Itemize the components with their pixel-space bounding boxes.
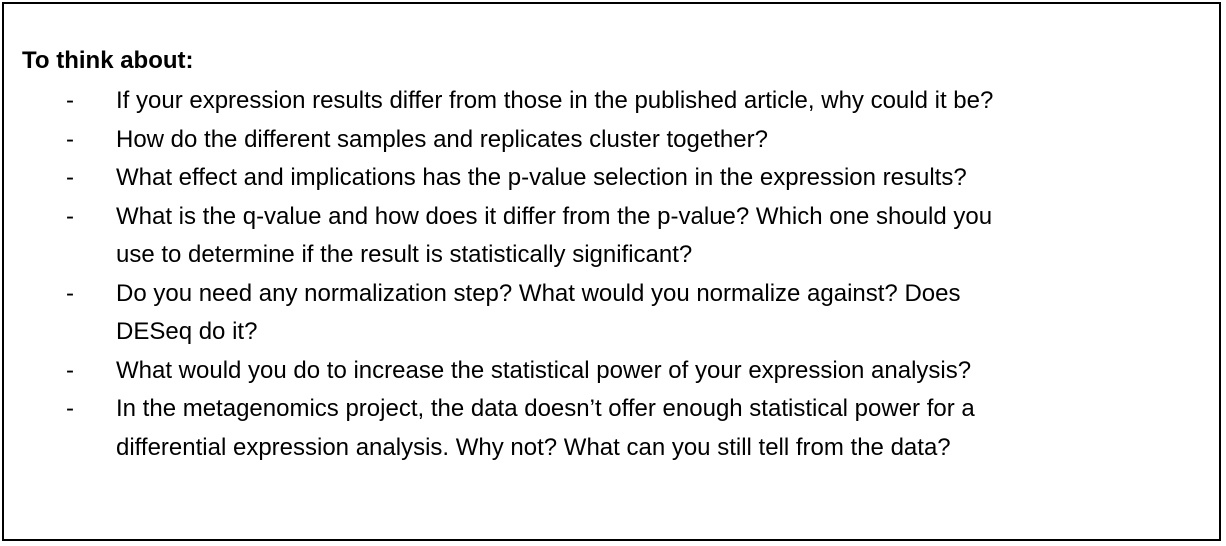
- bullet-dash: -: [66, 356, 74, 384]
- list-item: - How do the different samples and repli…: [0, 121, 1226, 160]
- question-list: - If your expression results differ from…: [0, 82, 1226, 467]
- list-item-text-continued: DESeq do it?: [116, 318, 258, 345]
- list-item-text-continued: differential expression analysis. Why no…: [116, 433, 951, 461]
- bullet-dash: -: [66, 87, 74, 114]
- list-item: - What would you do to increase the stat…: [0, 352, 1226, 391]
- list-item: - In the metagenomics project, the data …: [0, 390, 1226, 467]
- bullet-dash: -: [66, 202, 74, 230]
- list-item: - Do you need any normalization step? Wh…: [0, 275, 1226, 352]
- list-item-text: How do the different samples and replica…: [116, 125, 768, 153]
- box-heading: To think about:: [22, 47, 194, 74]
- bullet-dash: -: [66, 125, 74, 153]
- list-item: - What effect and implications has the p…: [0, 159, 1226, 198]
- list-item-text: What is the q-value and how does it diff…: [116, 202, 993, 230]
- bullet-dash: -: [66, 395, 74, 422]
- list-item-text: Do you need any normalization step? What…: [116, 279, 961, 307]
- list-item-text: If your expression results differ from t…: [116, 87, 994, 114]
- list-item-text: What effect and implications has the p-v…: [116, 164, 967, 191]
- list-item: - What is the q-value and how does it di…: [0, 198, 1226, 275]
- bullet-dash: -: [66, 279, 74, 307]
- list-item: - If your expression results differ from…: [0, 82, 1226, 121]
- list-item-text: What would you do to increase the statis…: [116, 356, 972, 384]
- list-item-text-continued: use to determine if the result is statis…: [116, 241, 693, 268]
- bullet-dash: -: [66, 164, 74, 191]
- list-item-text: In the metagenomics project, the data do…: [116, 395, 975, 422]
